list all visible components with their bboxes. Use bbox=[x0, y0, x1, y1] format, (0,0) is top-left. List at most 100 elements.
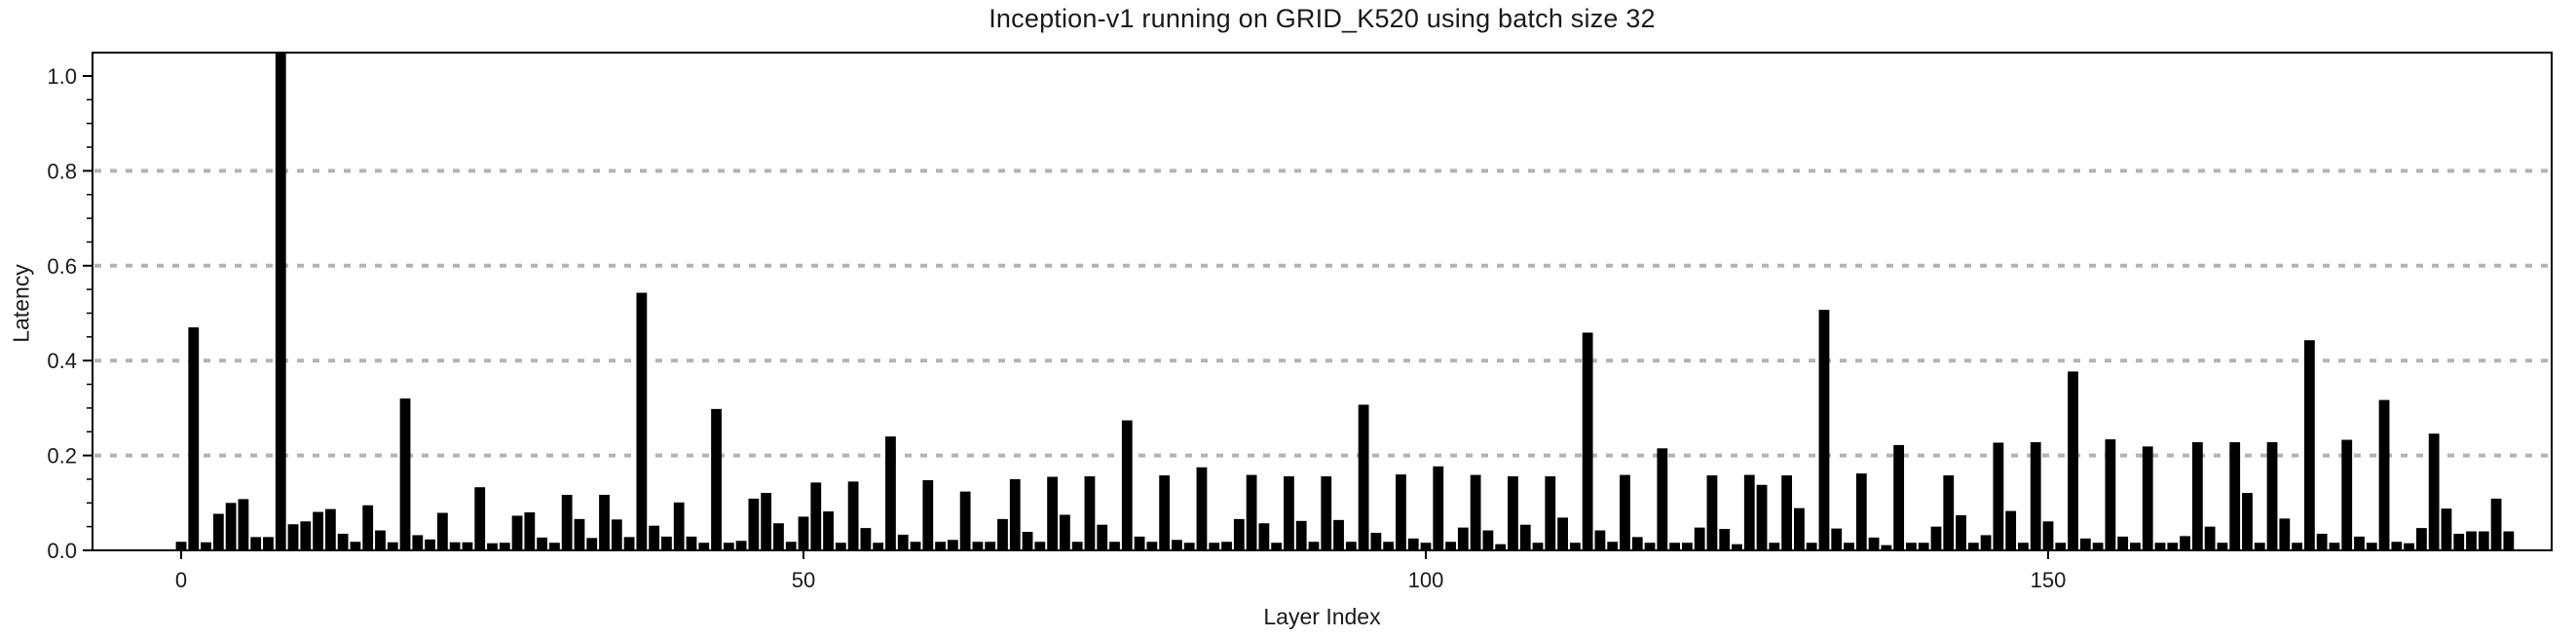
bar-layer-85 bbox=[1233, 518, 1245, 550]
bar-layer-31 bbox=[561, 495, 573, 550]
bar-layer-26 bbox=[499, 543, 510, 550]
x-tick-label: 100 bbox=[1408, 568, 1444, 592]
bar-layer-96 bbox=[1370, 532, 1382, 550]
bar-layer-8 bbox=[275, 53, 286, 551]
bar-layer-45 bbox=[735, 541, 747, 550]
bar-layer-115 bbox=[1607, 542, 1619, 550]
bar-layer-60 bbox=[922, 479, 934, 550]
x-tick-label: 50 bbox=[792, 568, 815, 592]
bar-layer-37 bbox=[636, 292, 648, 550]
bar-layer-165 bbox=[2229, 441, 2241, 550]
bar-layer-71 bbox=[1059, 514, 1070, 550]
bar-layer-74 bbox=[1097, 524, 1108, 550]
bar-layer-25 bbox=[487, 543, 498, 550]
bar-layer-39 bbox=[661, 536, 672, 550]
bar-layer-106 bbox=[1495, 544, 1507, 550]
bar-layer-152 bbox=[2068, 371, 2078, 550]
bar-layer-33 bbox=[586, 538, 598, 550]
bar-layer-80 bbox=[1172, 540, 1182, 550]
bar-layer-104 bbox=[1470, 474, 1481, 550]
bar-layer-87 bbox=[1258, 523, 1270, 550]
bar-layer-181 bbox=[2428, 433, 2440, 550]
bar-layer-132 bbox=[1818, 310, 1830, 550]
bar-layer-180 bbox=[2416, 528, 2427, 550]
bar-layer-105 bbox=[1482, 530, 1494, 550]
bar-layer-118 bbox=[1644, 543, 1656, 550]
bar-layer-19 bbox=[412, 535, 424, 550]
bar-layer-158 bbox=[2142, 446, 2153, 550]
y-tick-label: 0.2 bbox=[47, 444, 77, 469]
bar-layer-38 bbox=[649, 525, 660, 550]
bar-layer-153 bbox=[2079, 538, 2091, 550]
bar-layer-50 bbox=[798, 516, 809, 550]
bar-layer-10 bbox=[300, 521, 312, 550]
bar-layer-83 bbox=[1209, 543, 1220, 550]
bar-layer-102 bbox=[1445, 542, 1456, 550]
bar-layer-179 bbox=[2404, 543, 2415, 550]
bar-layer-47 bbox=[761, 493, 772, 550]
bar-layer-186 bbox=[2490, 498, 2502, 550]
bar-layer-61 bbox=[935, 542, 946, 550]
bar-layer-137 bbox=[1881, 544, 1892, 550]
bar-layer-16 bbox=[375, 530, 386, 550]
bar-layer-156 bbox=[2117, 536, 2129, 550]
bar-layer-122 bbox=[1694, 527, 1705, 550]
bar-layer-151 bbox=[2055, 543, 2067, 550]
bar-layer-78 bbox=[1146, 542, 1158, 550]
bar-layer-67 bbox=[1009, 478, 1021, 550]
bar-layer-142 bbox=[1943, 475, 1955, 550]
bar-layer-173 bbox=[2329, 543, 2340, 550]
bar-layer-145 bbox=[1980, 535, 1992, 550]
bar-layer-136 bbox=[1868, 537, 1880, 550]
bar-layer-109 bbox=[1532, 543, 1544, 550]
bar-layer-133 bbox=[1831, 528, 1843, 550]
bar-layer-64 bbox=[972, 542, 984, 550]
bar-layer-167 bbox=[2254, 543, 2265, 550]
bar-layer-177 bbox=[2378, 399, 2390, 550]
bar-layer-92 bbox=[1321, 476, 1332, 550]
bar-layer-176 bbox=[2366, 543, 2377, 550]
bar-layer-23 bbox=[462, 542, 473, 550]
bar-layer-51 bbox=[810, 482, 822, 550]
bar-layer-7 bbox=[263, 537, 274, 550]
bar-layer-120 bbox=[1669, 543, 1680, 550]
bar-layer-185 bbox=[2478, 531, 2489, 550]
bar-layer-113 bbox=[1582, 332, 1593, 550]
bar-layer-155 bbox=[2105, 439, 2116, 550]
bar-layer-97 bbox=[1383, 542, 1395, 550]
bar-layer-184 bbox=[2466, 531, 2477, 550]
bar-layer-34 bbox=[599, 495, 610, 550]
bar-layer-117 bbox=[1631, 537, 1643, 550]
bar-layer-9 bbox=[287, 524, 299, 550]
bar-layer-14 bbox=[350, 542, 361, 550]
bar-layer-57 bbox=[885, 436, 896, 550]
bar-layer-146 bbox=[1993, 442, 2004, 550]
bar-layer-124 bbox=[1719, 529, 1731, 550]
bar-layer-36 bbox=[623, 537, 635, 550]
bar-layer-141 bbox=[1930, 526, 1942, 550]
bar-layer-131 bbox=[1806, 543, 1817, 550]
bar-layer-154 bbox=[2092, 543, 2104, 550]
y-tick-label: 0.6 bbox=[47, 254, 77, 279]
bar-layer-138 bbox=[1893, 444, 1905, 550]
bar-layer-95 bbox=[1358, 404, 1369, 550]
bar-layer-157 bbox=[2130, 543, 2141, 550]
bar-layer-171 bbox=[2303, 340, 2315, 550]
bar-layer-89 bbox=[1284, 476, 1294, 550]
bar-layer-126 bbox=[1743, 474, 1755, 550]
bar-layer-82 bbox=[1196, 467, 1208, 550]
bar-layer-48 bbox=[773, 523, 784, 550]
bar-layer-58 bbox=[897, 534, 909, 550]
bar-layer-101 bbox=[1433, 466, 1444, 550]
bar-layer-168 bbox=[2266, 441, 2278, 550]
bar-layer-128 bbox=[1769, 543, 1780, 550]
bar-layer-90 bbox=[1295, 520, 1307, 550]
x-axis-title: Layer Index bbox=[1263, 604, 1381, 629]
bar-layer-81 bbox=[1183, 543, 1195, 550]
y-tick-label: 0.4 bbox=[47, 349, 77, 373]
bar-layer-175 bbox=[2354, 536, 2365, 550]
bar-layer-182 bbox=[2441, 508, 2452, 550]
bar-layer-63 bbox=[959, 491, 971, 550]
bar-layer-43 bbox=[711, 408, 722, 550]
bar-layer-30 bbox=[549, 543, 560, 550]
